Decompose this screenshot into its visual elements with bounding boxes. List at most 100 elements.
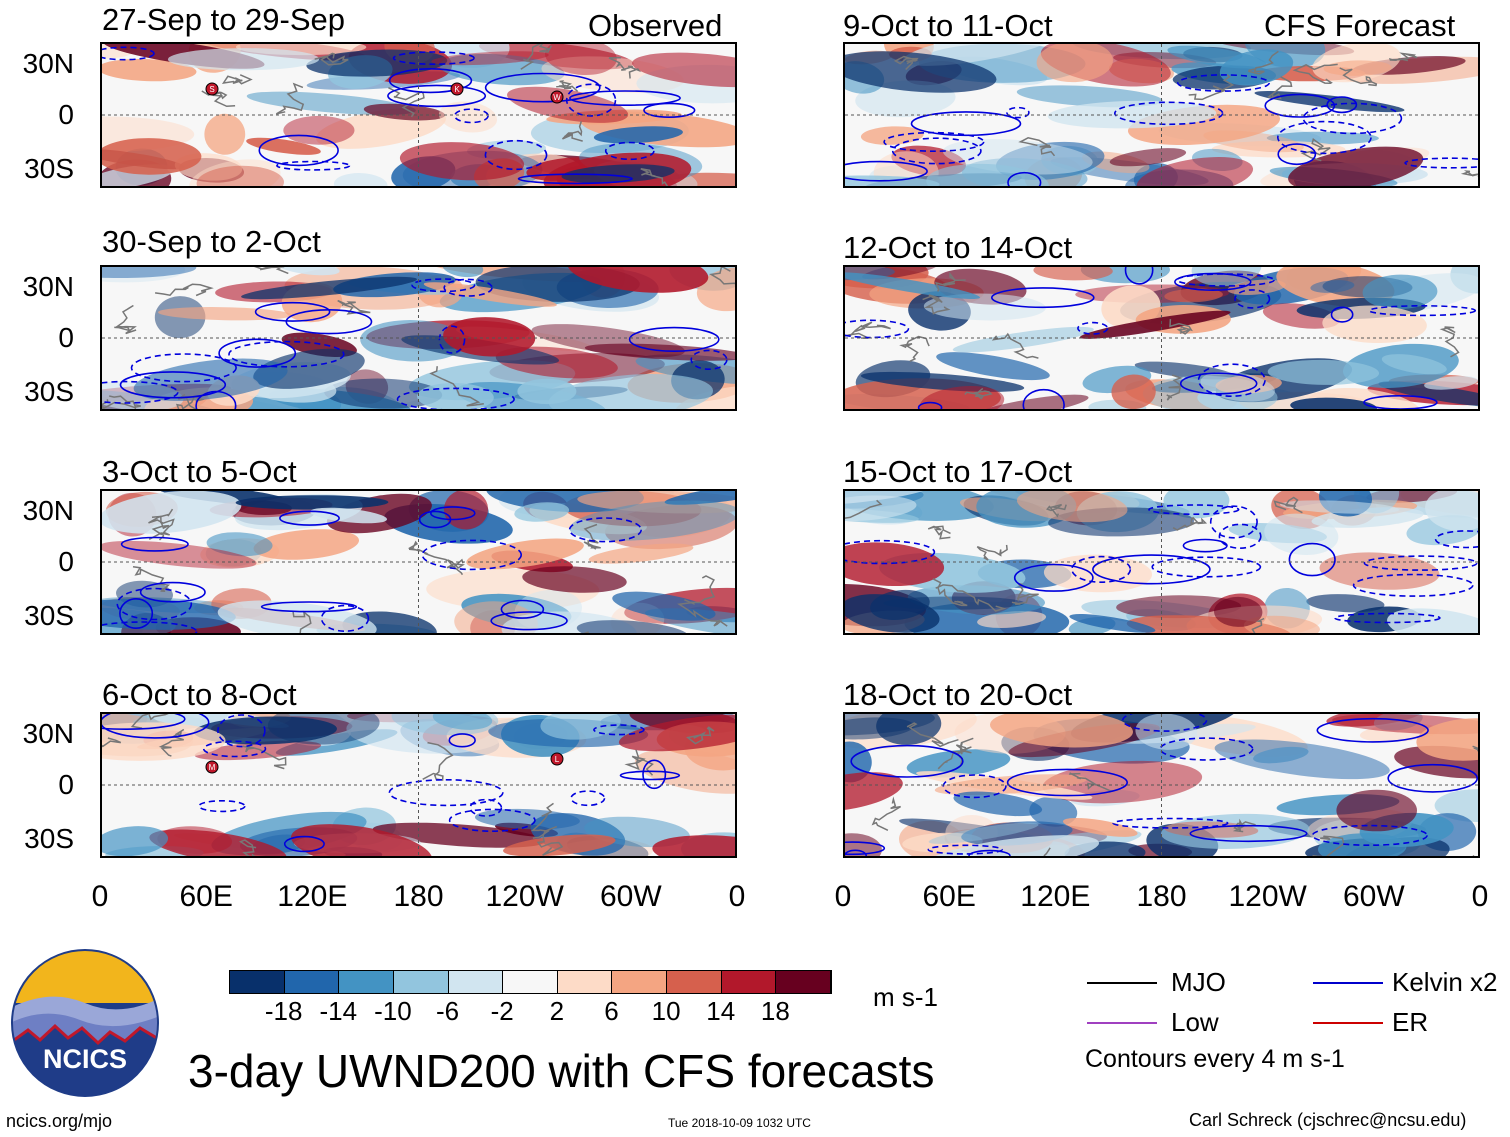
- coastline: [1273, 496, 1303, 514]
- anomaly-shading: [696, 267, 735, 312]
- anomaly-shading: [1267, 359, 1380, 385]
- anomaly-shading: [479, 44, 634, 70]
- colorbar-label: 18: [760, 996, 790, 1026]
- coastline: [155, 283, 214, 297]
- anomaly-shading: [588, 543, 694, 564]
- kelvin-contour: [396, 387, 515, 409]
- anomaly-shading: [845, 772, 903, 812]
- y-axis-label: 30N: [22, 495, 74, 526]
- anomaly-shading: [399, 142, 525, 181]
- panel-title-right-0: 9-Oct to 11-Oct: [843, 8, 1053, 43]
- anomaly-shading: [652, 835, 735, 856]
- anomaly-shading: [934, 774, 1088, 796]
- anomaly-shading: [660, 172, 735, 186]
- panel-title-right-3: 18-Oct to 20-Oct: [843, 677, 1073, 712]
- coastline: [677, 602, 728, 627]
- kelvin-contour: [942, 774, 1007, 799]
- wind-field-map: [102, 267, 735, 409]
- colorbar-label: -10: [374, 996, 412, 1026]
- contours-note: Contours every 4 m s-1: [1085, 1045, 1345, 1073]
- x-axis-label: 60E: [179, 880, 233, 913]
- footer-credit: Carl Schreck (cjschrec@ncsu.edu): [1189, 1110, 1467, 1130]
- kelvin-contour: [453, 108, 489, 124]
- anomaly-shading: [333, 173, 388, 186]
- coastline: [407, 540, 448, 562]
- coastline: [991, 332, 1039, 359]
- kelvin-contour: [643, 102, 696, 119]
- kelvin-contour: [1148, 504, 1240, 515]
- anomaly-shading: [1062, 817, 1138, 837]
- colorbar-units: m s-1: [873, 982, 938, 1012]
- anomaly-shading: [503, 834, 616, 856]
- coastline: [1439, 326, 1460, 358]
- anomaly-shading: [1288, 146, 1424, 186]
- coastline: [130, 714, 169, 729]
- x-axis-label: 0: [728, 880, 746, 913]
- anomaly-shading: [1323, 60, 1392, 76]
- kelvin-contour: [991, 287, 1095, 309]
- x-axis-label: 180: [393, 880, 444, 913]
- coastline: [1011, 582, 1039, 605]
- kelvin-contour: [910, 111, 1022, 137]
- anomaly-shading: [241, 276, 417, 300]
- anomaly-shading: [149, 829, 287, 856]
- anomaly-shading: [1394, 745, 1478, 779]
- y-axis-label: 0: [58, 322, 74, 353]
- kelvin-contour: [1264, 93, 1336, 118]
- kelvin-contour: [845, 849, 867, 856]
- anomaly-shading: [253, 529, 360, 560]
- kelvin-contour: [1022, 388, 1065, 409]
- kelvin-contour: [1276, 120, 1372, 155]
- legend-mjo-label: MJO: [1171, 967, 1226, 997]
- kelvin-contour: [1234, 289, 1271, 309]
- coastline: [242, 745, 287, 770]
- coastline: [536, 825, 564, 856]
- kelvin-contour: [202, 740, 267, 758]
- observed-label: Observed: [588, 8, 723, 43]
- kelvin-contour: [139, 581, 206, 603]
- anomaly-shading: [1036, 44, 1113, 83]
- coastline: [1046, 503, 1067, 518]
- colorbar-label: -6: [435, 996, 460, 1026]
- kelvin-contour: [1218, 523, 1262, 550]
- coastline: [1172, 516, 1208, 531]
- anomaly-shading: [1425, 491, 1478, 532]
- anomaly-shading: [290, 824, 433, 856]
- x-axis-label: 120W: [1228, 880, 1307, 913]
- kelvin-contour: [642, 759, 667, 790]
- kelvin-contour: [320, 604, 370, 632]
- coastline: [530, 802, 554, 839]
- wind-field-map: [845, 44, 1478, 186]
- coastline: [556, 80, 579, 92]
- map-panel-observed-3: [100, 489, 737, 635]
- anomaly-shading: [860, 126, 924, 145]
- kelvin-contour: [1311, 824, 1428, 846]
- kelvin-contour: [1387, 763, 1478, 793]
- kelvin-contour: [500, 599, 545, 619]
- cyclone-marker: L: [550, 752, 564, 766]
- main-title: 3-day UWND200 with CFS forecasts: [188, 1045, 935, 1097]
- panel-title-right-2: 15-Oct to 17-Oct: [843, 454, 1073, 489]
- anomaly-shading: [1111, 374, 1156, 409]
- legend-low-line: [1087, 1022, 1157, 1024]
- coastline: [845, 499, 883, 519]
- anomaly-shading: [1310, 280, 1355, 293]
- logo-text: NCICS: [43, 1044, 127, 1074]
- anomaly-shading: [664, 491, 735, 505]
- coastline: [1251, 617, 1265, 633]
- kelvin-contour: [258, 134, 339, 167]
- anomaly-shading: [1378, 381, 1478, 408]
- anomaly-shading: [507, 86, 629, 123]
- anomaly-shading: [923, 293, 1046, 321]
- anomaly-shading: [206, 532, 273, 557]
- anomaly-shading: [845, 272, 981, 299]
- anomaly-shading: [102, 58, 197, 82]
- colorbar-label: 2: [549, 996, 565, 1026]
- anomaly-shading: [576, 620, 689, 633]
- kelvin-contour: [593, 724, 645, 736]
- colorbar-label: 14: [706, 996, 736, 1026]
- anomaly-shading: [102, 598, 236, 630]
- kelvin-contour: [569, 90, 681, 106]
- kelvin-contour: [628, 326, 720, 353]
